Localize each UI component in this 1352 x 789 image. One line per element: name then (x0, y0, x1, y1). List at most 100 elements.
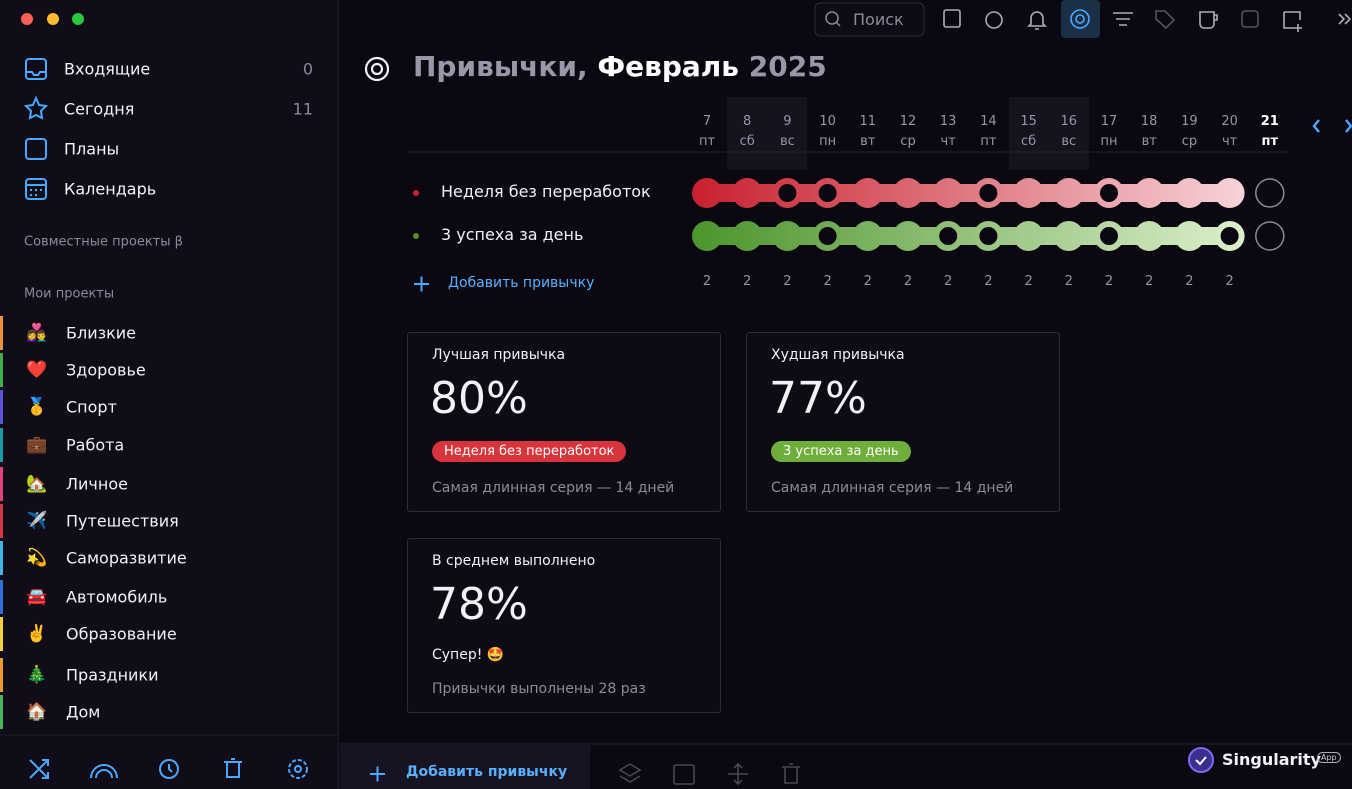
calendar-icon (25, 178, 47, 200)
habit-check[interactable] (852, 221, 883, 251)
day-weekday: чт (940, 134, 956, 149)
habits-tool (1070, 9, 1090, 29)
project-name[interactable]: Близкие (66, 323, 137, 343)
focus-button[interactable] (90, 764, 118, 779)
nav-item[interactable]: Входящие (64, 59, 151, 79)
day-number: 19 (1181, 114, 1198, 129)
habit-missed (818, 227, 837, 245)
habit-check[interactable] (772, 221, 803, 251)
project-name[interactable]: Автомобиль (66, 587, 168, 607)
habit-name[interactable]: 3 успеха за день (441, 225, 584, 244)
prev-button[interactable] (1312, 119, 1320, 133)
project-name[interactable]: Праздники (66, 665, 159, 685)
trash-button[interactable] (224, 758, 242, 778)
zoom-button[interactable] (72, 13, 84, 25)
day-weekday: пн (819, 134, 837, 149)
footer-delete-tool[interactable] (782, 763, 800, 784)
habit-check[interactable] (1174, 221, 1205, 251)
day-weekday: ср (900, 134, 916, 149)
habit-check[interactable] (1134, 221, 1165, 251)
day-number: 20 (1221, 114, 1238, 129)
daily-count: 2 (1225, 274, 1234, 289)
habit-check[interactable] (1053, 178, 1084, 208)
project-name[interactable]: Образование (66, 624, 177, 644)
habit-check[interactable] (852, 178, 883, 208)
habit-check[interactable] (1013, 178, 1044, 208)
project-name[interactable]: Дом (66, 702, 101, 722)
footer-date-tool[interactable] (673, 764, 695, 785)
card-note: Самая длинная серия — 14 дней (771, 480, 1014, 496)
habit-check[interactable] (692, 178, 722, 208)
add-habit-link[interactable]: Добавить привычку (448, 275, 595, 291)
daily-count: 2 (1104, 274, 1114, 289)
nav-count: 11 (292, 99, 313, 119)
day-weekday: пн (1100, 134, 1118, 149)
habit-check[interactable] (1214, 178, 1245, 208)
habit-missed (778, 184, 797, 202)
day-number: 8 (743, 114, 752, 129)
best-card: Лучшая привычка 80% Неделя без переработ… (407, 332, 721, 512)
brand-badge: App (1317, 752, 1341, 763)
habit-check[interactable] (732, 178, 763, 208)
nav-item[interactable]: Сегодня (64, 99, 135, 119)
add-window-tool[interactable] (1283, 11, 1302, 32)
habit-check[interactable] (1134, 178, 1165, 208)
footer-add-habit[interactable]: Добавить привычку (406, 764, 568, 780)
average-card: В среднем выполнено 78% Супер! 🤩 Привычк… (407, 538, 721, 713)
shuffle-button[interactable] (29, 759, 49, 779)
footer-stack-tool[interactable] (618, 763, 642, 783)
daily-count: 2 (823, 274, 832, 289)
day-weekday: сб (1021, 134, 1037, 149)
calendar-tool[interactable] (943, 9, 961, 28)
habit-check[interactable] (1013, 221, 1044, 251)
project-color (0, 541, 3, 575)
habit-check[interactable] (1174, 178, 1205, 208)
nav-item[interactable]: Календарь (64, 179, 157, 199)
habit-check[interactable] (732, 221, 763, 251)
tags-tool[interactable] (1155, 10, 1176, 30)
habit-today (1255, 221, 1285, 251)
capture-tool[interactable] (1241, 10, 1259, 28)
project-name[interactable]: Работа (66, 435, 125, 455)
habit-check[interactable] (692, 221, 722, 251)
search-box[interactable] (814, 2, 925, 37)
notifications-tool[interactable] (1027, 11, 1047, 30)
card-comment: Супер! 🤩 (432, 647, 505, 663)
expand-tool[interactable] (1338, 13, 1352, 25)
habit-check[interactable] (893, 221, 923, 251)
footer-move-tool[interactable] (728, 762, 748, 786)
project-name[interactable]: Здоровье (66, 360, 146, 380)
footer-add-area[interactable] (340, 745, 590, 789)
habit-check[interactable] (933, 178, 964, 208)
daily-count: 2 (743, 274, 752, 289)
settings-button[interactable] (288, 759, 308, 779)
habit-check[interactable] (1053, 221, 1084, 251)
project-name[interactable]: Путешествия (66, 511, 179, 531)
close-button[interactable] (21, 13, 33, 25)
worst-card: Худшая привычка 77% 3 успеха за день Сам… (746, 332, 1060, 512)
weekend-shade (727, 97, 807, 170)
nav-item[interactable]: Планы (64, 139, 120, 159)
card-value: 80% (430, 373, 528, 424)
sidebar: Совместные проекты β Мои проекты Входящи… (0, 0, 339, 789)
project-name[interactable]: Саморазвитие (66, 548, 187, 568)
day-number: 12 (899, 114, 917, 129)
project-emoji: 🚘 (26, 587, 48, 607)
history-button[interactable] (159, 759, 179, 779)
break-tool[interactable] (1199, 11, 1218, 29)
habit-name[interactable]: Неделя без переработок (441, 182, 651, 201)
calendar-icon-grid (26, 184, 46, 196)
habits-tool-active[interactable] (1061, 0, 1100, 38)
daily-count: 2 (903, 274, 913, 289)
project-name[interactable]: Личное (66, 474, 128, 494)
daily-count: 2 (1185, 274, 1194, 289)
filter-tool[interactable] (1113, 12, 1133, 26)
project-name[interactable]: Спорт (66, 397, 117, 417)
minimize-button[interactable] (47, 13, 59, 25)
habit-missed (979, 184, 998, 202)
habit-check[interactable] (893, 178, 923, 208)
timer-tool[interactable] (985, 11, 1003, 29)
next-button[interactable] (1345, 119, 1352, 133)
search-placeholder[interactable]: Поиск (853, 10, 904, 29)
